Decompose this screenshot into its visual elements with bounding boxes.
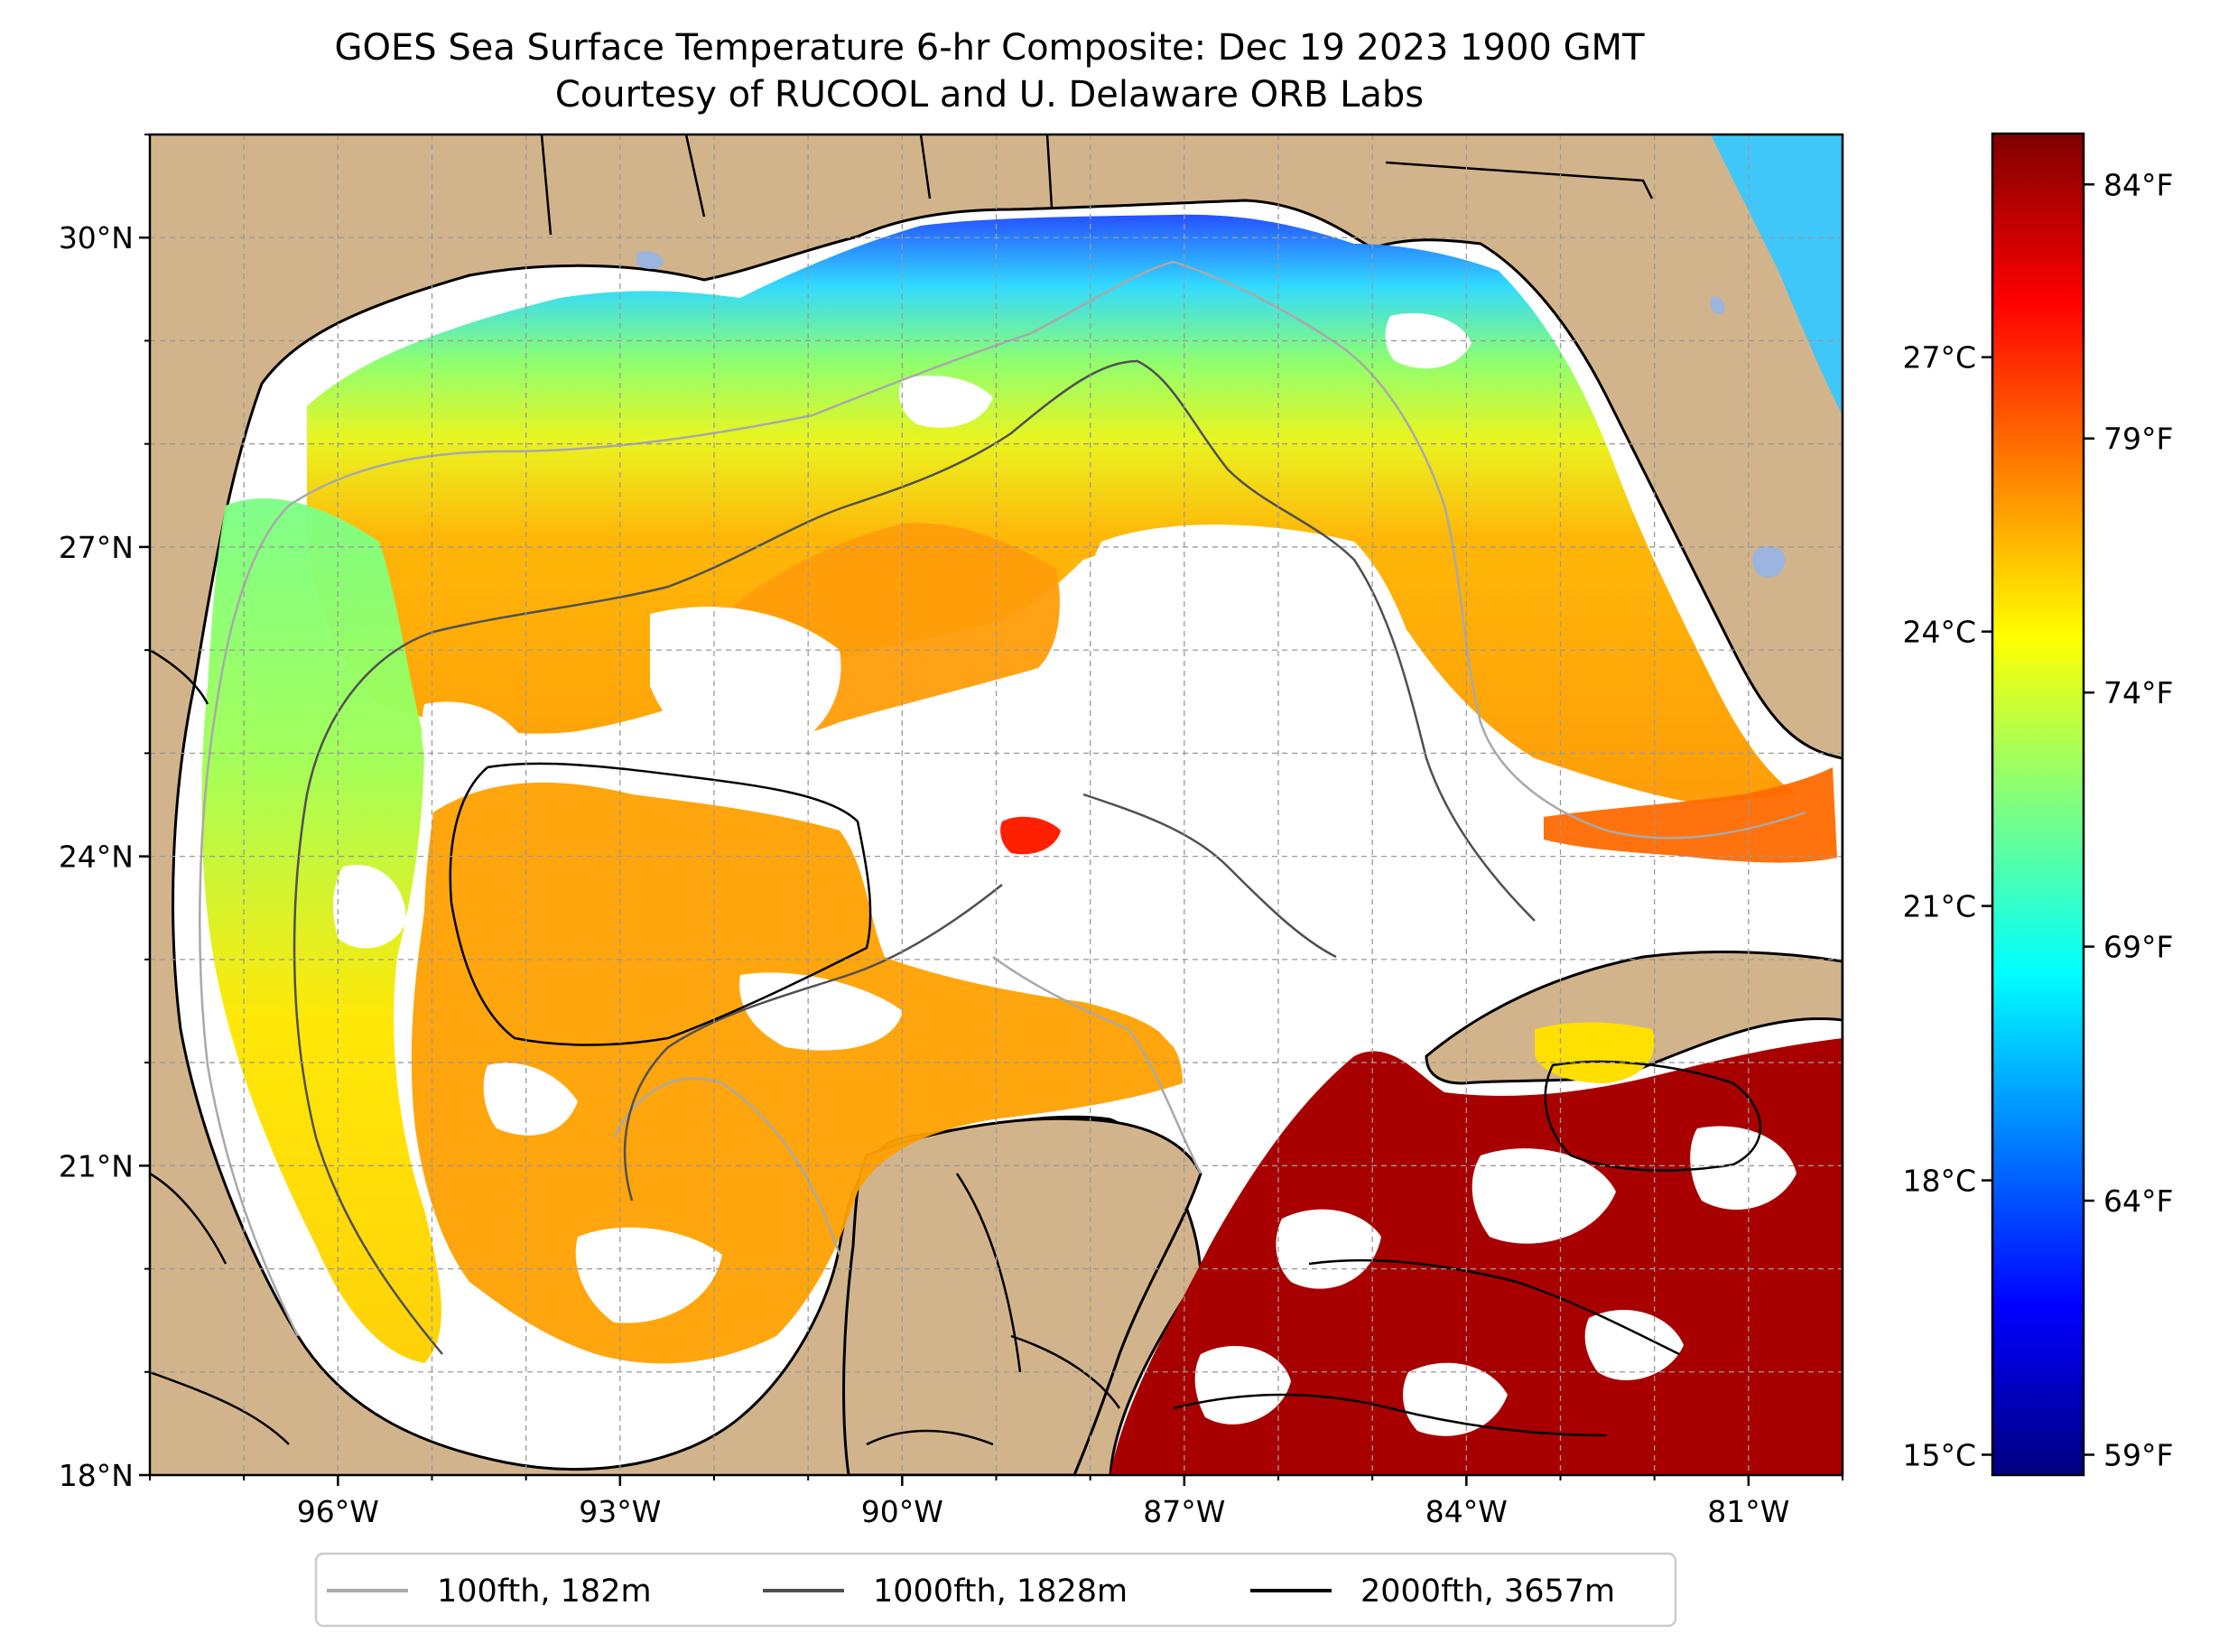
colorbar-c-label: 24°C bbox=[1902, 615, 1976, 650]
colorbar-frame bbox=[1991, 132, 2085, 1477]
legend: 100fth, 182m 1000fth, 1828m 2000fth, 3657m bbox=[314, 1552, 1677, 1628]
gridlines bbox=[150, 135, 1843, 1475]
yucatan-peninsula bbox=[842, 1117, 1202, 1475]
x-tick-label: 87°W bbox=[1143, 1494, 1225, 1529]
map-panel bbox=[150, 135, 1843, 1475]
colorbar-c-label: 15°C bbox=[1902, 1437, 1976, 1472]
x-tick-label: 90°W bbox=[861, 1494, 943, 1529]
colorbar-c-label: 27°C bbox=[1902, 340, 1976, 376]
lakes bbox=[636, 251, 1786, 578]
colorbar-gradient bbox=[1992, 134, 2084, 1475]
y-tick-label: 18°N bbox=[59, 1458, 134, 1493]
colorbar-c-label: 21°C bbox=[1902, 889, 1976, 924]
sst-yucatan-channel-patch bbox=[1535, 1022, 1655, 1083]
map-title-line1: GOES Sea Surface Temperature 6-hr Compos… bbox=[334, 27, 1645, 69]
y-tick-label: 24°N bbox=[59, 840, 134, 875]
sst-florida-shelf bbox=[1544, 767, 1837, 863]
x-tick-label: 84°W bbox=[1425, 1494, 1508, 1529]
legend-label: 100fth, 182m bbox=[437, 1573, 652, 1610]
y-tick-label: 21°N bbox=[59, 1148, 134, 1183]
colorbar-ticks: 59°F 64°F 69°F 74°F 79°F 84°F 15°C 18°C 21°C 24°C… bbox=[1902, 167, 2173, 1472]
sst-red-patch bbox=[1000, 816, 1061, 855]
colorbar-f-label: 69°F bbox=[2103, 930, 2173, 965]
sst-florida-atlantic bbox=[1711, 135, 1843, 415]
contour-1000fth bbox=[292, 359, 1536, 1355]
contour-2000fth bbox=[449, 762, 1762, 1437]
legend-label: 2000fth, 3657m bbox=[1360, 1573, 1615, 1610]
political-borders bbox=[150, 135, 1654, 1446]
y-tick-label: 30°N bbox=[59, 220, 134, 255]
legend-label: 1000fth, 1828m bbox=[873, 1573, 1128, 1610]
colorbar-c-label: 18°C bbox=[1902, 1164, 1976, 1199]
colorbar-f-label: 74°F bbox=[2103, 675, 2173, 710]
legend-items: 100fth, 182m 1000fth, 1828m 2000fth, 3657m bbox=[327, 1573, 1615, 1610]
bathymetry-contours bbox=[199, 260, 1806, 1437]
x-tick-label: 93°W bbox=[579, 1494, 661, 1529]
cloud-gaps bbox=[332, 312, 1797, 1436]
map-axes: 96°W 93°W 90°W 87°W 84°W 81°W 30°N 27°N 24°N 21°N… bbox=[59, 134, 1843, 1529]
colorbar-f-label: 84°F bbox=[2103, 167, 2173, 202]
sst-central-orange bbox=[411, 782, 1183, 1364]
colorbar: 59°F 64°F 69°F 74°F 79°F 84°F 15°C 18°C 21°C 24°C… bbox=[1902, 132, 2173, 1477]
y-tick-label: 27°N bbox=[59, 530, 134, 565]
colorbar-f-label: 79°F bbox=[2103, 422, 2173, 457]
colorbar-f-label: 64°F bbox=[2103, 1183, 2173, 1219]
sst-west-band bbox=[201, 498, 441, 1363]
map-title-line2: Courtesy of RUCOOL and U. Delaware ORB L… bbox=[555, 74, 1424, 116]
x-tick-label: 96°W bbox=[297, 1494, 379, 1529]
x-tick-label: 81°W bbox=[1707, 1494, 1789, 1529]
legend-box bbox=[314, 1552, 1677, 1628]
cuba bbox=[1425, 951, 1843, 1085]
contour-100fth bbox=[199, 260, 1806, 1337]
colorbar-f-label: 59°F bbox=[2103, 1437, 2173, 1472]
